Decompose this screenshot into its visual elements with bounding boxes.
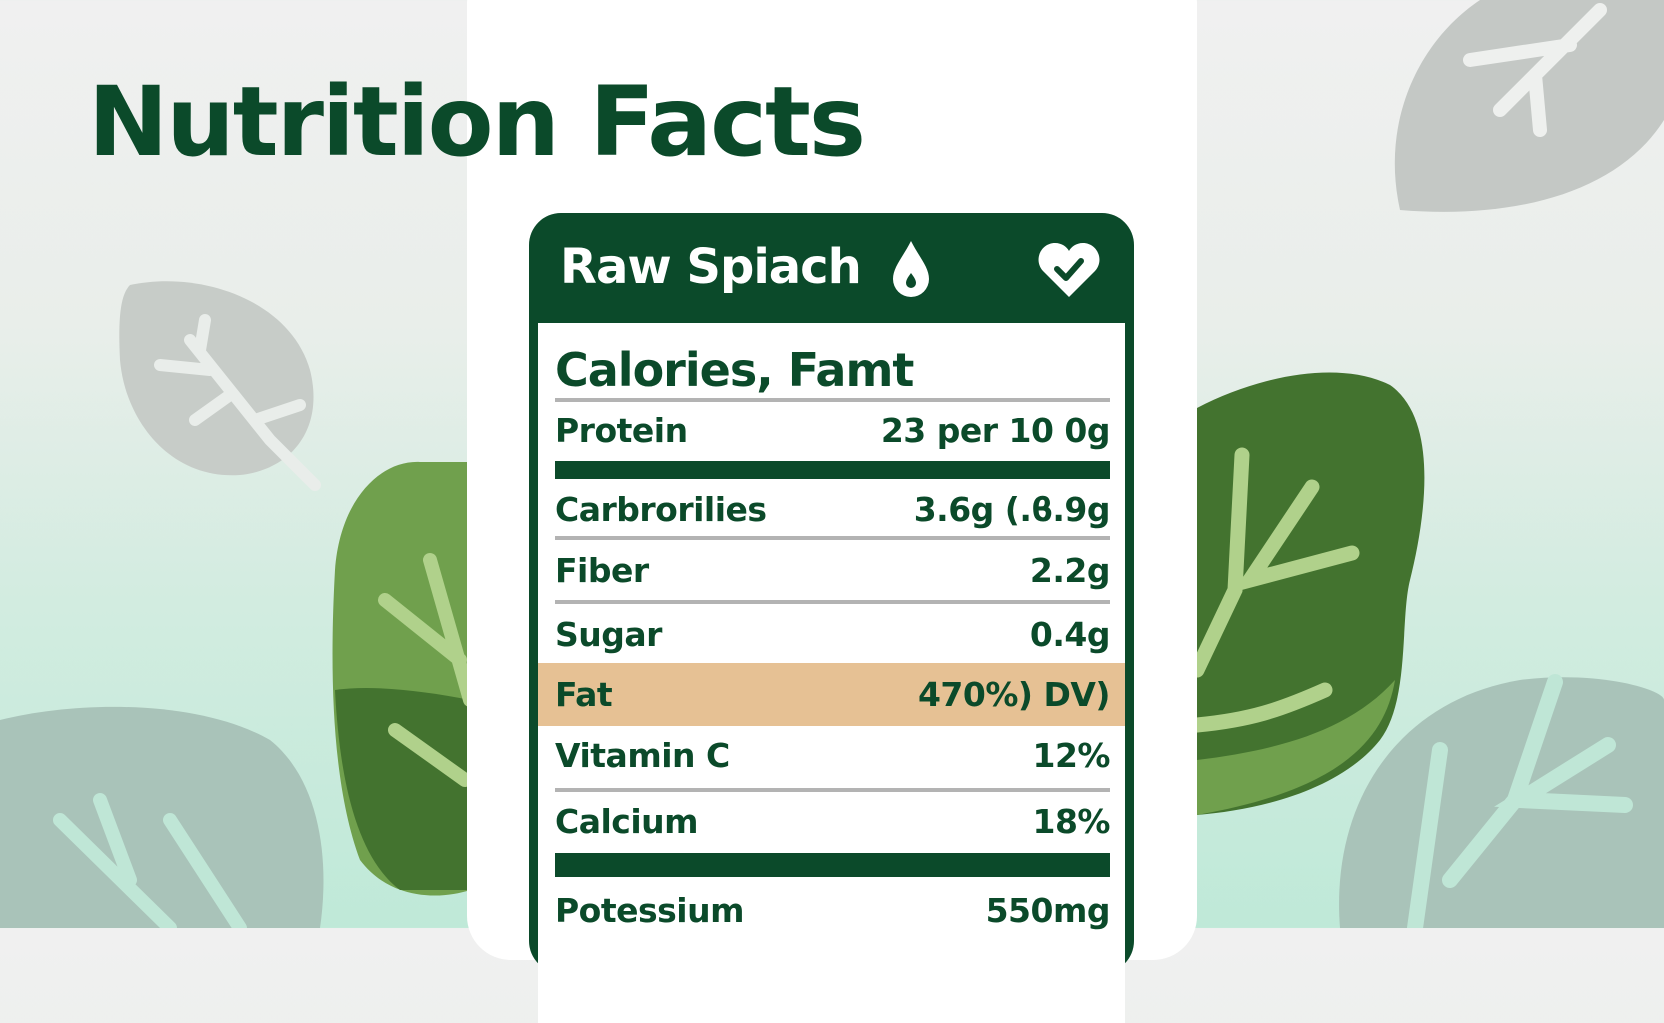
nutrient-value: 470%) DV) xyxy=(917,675,1111,714)
leaf-icon xyxy=(0,706,324,928)
heart-check-icon[interactable] xyxy=(1037,241,1101,299)
leaf-icon xyxy=(332,461,477,896)
card-body: Calories, Famt Protein 23 per 10 0g Carbr… xyxy=(538,323,1125,1023)
leaf-icon xyxy=(1189,372,1425,815)
nutrient-value: 0.4g xyxy=(1029,614,1111,654)
card-heading: Calories, Famt xyxy=(555,343,914,397)
nutrient-label: Carbrorilies xyxy=(555,489,767,529)
divider xyxy=(555,600,1110,604)
thick-divider xyxy=(555,853,1110,877)
leaf-icon xyxy=(1394,0,1664,212)
thick-divider xyxy=(555,461,1110,479)
nutrient-row-highlighted: Fat 470%) DV) xyxy=(555,663,1111,726)
nutrient-label: Sugar xyxy=(555,614,662,654)
nutrition-card: Raw Spiach Calories, Famt Protein 23 per … xyxy=(529,213,1134,1023)
water-drop-icon xyxy=(893,241,929,297)
nutrient-row: Carbrorilies 3.6g (.ϐ.9g xyxy=(555,483,1111,535)
divider xyxy=(555,398,1110,402)
nutrient-value: 18% xyxy=(1032,801,1111,841)
nutrient-label: Calcium xyxy=(555,801,699,841)
card-header: Raw Spiach xyxy=(529,213,1134,323)
nutrient-value: 12% xyxy=(1032,735,1111,775)
nutrient-value: 2.2g xyxy=(1029,550,1111,590)
background-leaves xyxy=(0,0,1664,928)
leaf-icon xyxy=(1339,674,1664,928)
page-title: Nutrition Facts xyxy=(88,66,866,178)
divider xyxy=(555,788,1110,792)
nutrient-row: Vitamin C 12% xyxy=(555,728,1110,782)
nutrient-label: Fiber xyxy=(555,550,649,590)
nutrient-row: Protein 23 per 10 0g xyxy=(555,407,1111,453)
nutrient-label: Fat xyxy=(555,675,613,714)
highlight-band xyxy=(538,663,1125,726)
nutrient-row: Calcium 18% xyxy=(555,793,1110,849)
nutrient-row: Potessium 550mg xyxy=(555,885,1111,935)
nutrient-row: Fiber 2.2g xyxy=(555,543,1111,597)
nutrient-value: 23 per 10 0g xyxy=(880,410,1111,450)
nutrient-value: 550mg xyxy=(985,890,1111,930)
food-name: Raw Spiach xyxy=(560,239,862,295)
nutrient-label: Vitamin C xyxy=(555,735,730,775)
nutrient-label: Protein xyxy=(555,410,688,450)
divider xyxy=(555,536,1110,540)
nutrient-value: 3.6g (.ϐ.9g xyxy=(913,489,1111,529)
leaf-icon xyxy=(119,281,321,491)
nutrient-row: Sugar 0.4g xyxy=(555,607,1111,661)
nutrient-label: Potessium xyxy=(555,890,745,930)
